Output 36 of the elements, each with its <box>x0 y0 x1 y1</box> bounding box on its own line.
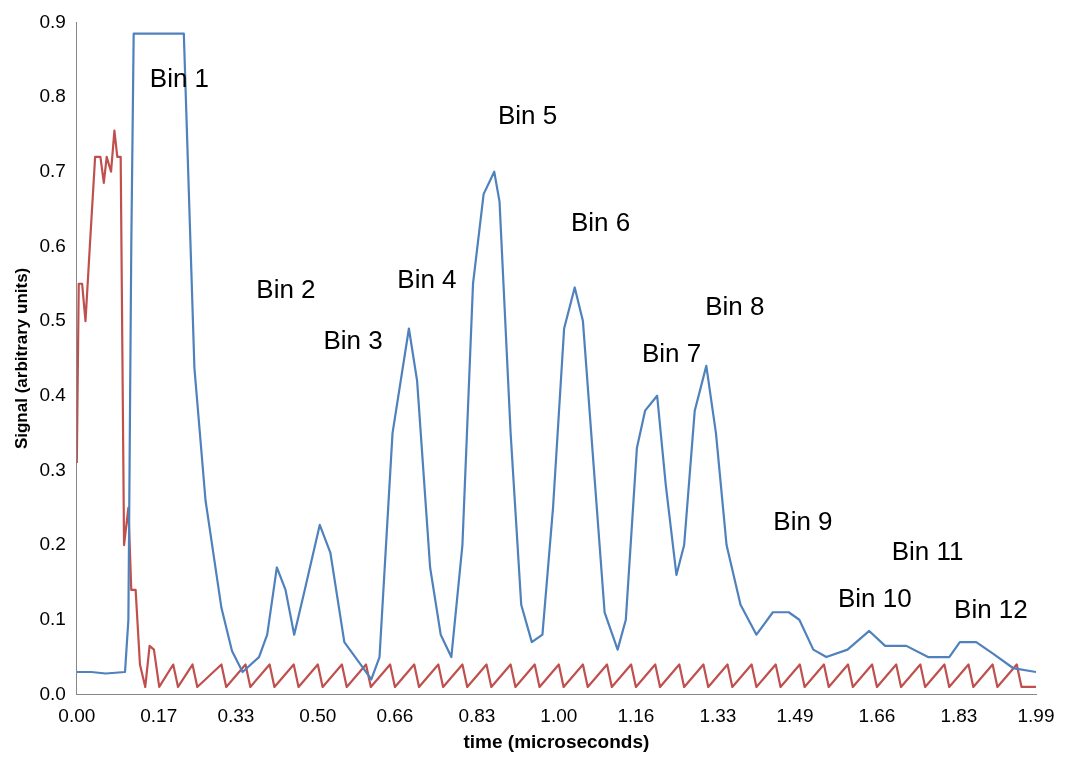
y-tick-label: 0.6 <box>39 234 66 256</box>
y-tick-label: 0.0 <box>39 682 66 704</box>
x-tick-label: 0.83 <box>458 705 496 727</box>
x-tick-label: 0.66 <box>376 705 414 727</box>
x-tick-label: 1.00 <box>540 705 578 727</box>
annotation: Bin 11 <box>891 536 964 567</box>
annotation: Bin 10 <box>837 583 912 614</box>
y-tick-label: 0.5 <box>39 309 66 331</box>
annotation: Bin 7 <box>641 338 702 369</box>
x-tick-label: 1.49 <box>776 705 814 727</box>
x-axis-title: time (microseconds) <box>463 730 650 752</box>
x-tick-label: 1.33 <box>699 705 737 727</box>
y-tick-label: 0.4 <box>39 383 67 405</box>
x-tick-label: 1.99 <box>1017 705 1055 727</box>
annotation: Bin 6 <box>570 207 631 238</box>
y-tick-label: 0.1 <box>39 607 66 629</box>
y-axis-title: Signal (arbitrary units) <box>11 267 31 450</box>
y-tick-label: 0.7 <box>39 159 66 181</box>
annotation: Bin 5 <box>498 99 558 130</box>
x-tick-label: 1.83 <box>940 705 978 727</box>
x-tick-label: 0.33 <box>217 705 255 727</box>
x-tick-label: 1.66 <box>858 705 896 727</box>
x-tick-label: 1.16 <box>617 705 655 727</box>
x-tick-label: 0.00 <box>58 705 96 727</box>
annotation: Bin 2 <box>256 274 316 305</box>
annotation: Bin 3 <box>323 324 383 355</box>
annotation: Bin 12 <box>954 593 1028 624</box>
y-tick-label: 0.9 <box>39 10 66 32</box>
annotation: Bin 4 <box>397 264 457 295</box>
y-tick-label: 0.3 <box>39 458 66 480</box>
y-tick-label: 0.8 <box>39 85 66 107</box>
y-tick-label: 0.2 <box>39 533 66 555</box>
annotation: Bin 9 <box>773 506 833 537</box>
x-tick-label: 0.17 <box>140 705 178 727</box>
x-tick-label: 0.50 <box>299 705 337 727</box>
annotation: Bin 8 <box>705 291 765 322</box>
